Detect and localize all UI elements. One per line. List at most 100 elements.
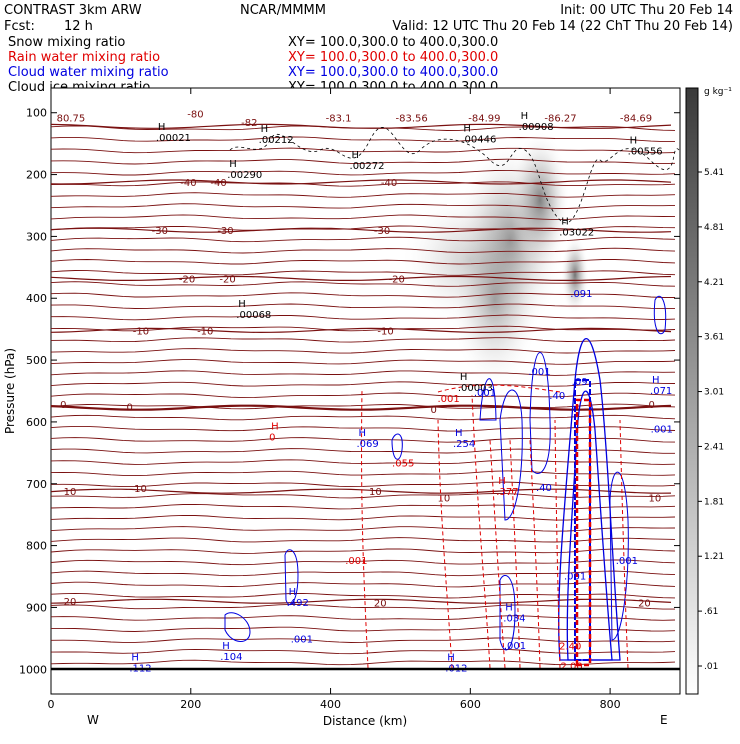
contour-label: -82: [241, 118, 257, 129]
valid-time: Valid: 12 UTC Thu 20 Feb 14 (22 ChT Thu …: [392, 19, 733, 34]
maximum-marker: H: [229, 159, 237, 170]
maximum-value: .069: [357, 439, 379, 450]
maximum-marker: H: [447, 653, 455, 664]
contour-label: -83.1: [326, 114, 352, 125]
maximum-value: .00003: [458, 383, 493, 394]
contour-value-label: 2.00: [560, 661, 582, 672]
temperature-contour: [51, 514, 676, 521]
maximum-value: .492: [287, 598, 309, 609]
temperature-contour: [51, 459, 676, 465]
maximum-value: .00272: [350, 161, 385, 172]
temperature-contour: [51, 448, 675, 454]
maximum-marker: H: [289, 587, 297, 598]
legend-name: Snow mixing ratio: [8, 35, 125, 50]
contour-label: 20: [64, 597, 77, 608]
contour-value-label: .001: [474, 388, 496, 399]
x-axis-label: Distance (km): [323, 714, 407, 728]
temperature-contour: [51, 203, 676, 209]
temperature-contour: [51, 181, 676, 187]
fcst-label: Fcst:: [4, 19, 35, 34]
y-tick-label: 300: [26, 230, 47, 243]
maximum-value: .071: [650, 386, 672, 397]
y-tick-label: 600: [26, 416, 47, 429]
temperature-contour: [51, 581, 676, 588]
temperature-contour-major: [51, 488, 672, 494]
legend-xy: XY= 100.0,300.0 to 400.0,300.0: [288, 65, 498, 80]
contour-label: -20: [179, 274, 195, 285]
legend-name: Rain water mixing ratio: [8, 50, 160, 65]
temperature-contour: [51, 437, 676, 443]
maximum-value: .00446: [461, 134, 496, 145]
colorbar-tick-label: 3.61: [704, 333, 724, 343]
maximum-value: 0: [269, 432, 275, 443]
temperature-contour: [51, 414, 676, 421]
maximum-marker: H: [271, 421, 279, 432]
contour-value-label: .001: [504, 641, 526, 652]
colorbar-ticks: 5.41 4.81 4.21 3.61 3.01 2.41 1.81 1.21 .61 .01: [698, 168, 724, 672]
y-tick-label: 200: [26, 169, 47, 182]
contour-value-label: .40: [536, 483, 552, 494]
contour-label: -20: [389, 274, 405, 285]
maximum-marker: H: [222, 641, 230, 652]
temperature-contour: [51, 659, 676, 666]
temperature-contour: [51, 370, 676, 376]
colorbar-tick-label: 2.41: [704, 442, 724, 452]
west-label: W: [87, 713, 99, 727]
contour-value-label: .001: [291, 635, 313, 646]
temperature-contour: [51, 236, 676, 243]
y-tick-label: 400: [26, 292, 47, 305]
temperature-contour: [51, 303, 676, 310]
contour-label: 10: [134, 484, 147, 495]
temperature-contour-major: [51, 404, 672, 411]
temperature-contour: [51, 381, 676, 387]
east-label: E: [660, 713, 668, 727]
temperature-contour: [51, 626, 676, 632]
contour-label: 10: [369, 487, 382, 498]
temperature-contour: [51, 592, 676, 599]
maximum-marker: H: [158, 122, 166, 133]
maximum-marker: H: [460, 372, 468, 383]
contour-label: 20: [638, 598, 651, 609]
x-tick-label: 200: [180, 698, 201, 711]
maximum-value: .034: [503, 614, 525, 625]
temperature-contour-major: [51, 327, 672, 334]
temperature-contour: [51, 648, 676, 655]
maximum-marker: H: [131, 653, 139, 664]
temperature-contour: [51, 603, 675, 610]
temperature-contour: [51, 570, 676, 577]
temperature-contour: [51, 503, 676, 510]
contour-label: 10: [64, 487, 77, 498]
colorbar-tick-label: 4.81: [704, 223, 724, 233]
temperature-contour: [51, 325, 676, 332]
cloud-water-contours: [224, 295, 667, 661]
temperature-contours: 80.75 -80 -82 -83.1 -83.56 -84.99 -86.27 -84.69…: [51, 109, 676, 666]
contour-value-label: .40: [549, 391, 565, 402]
maximum-marker: H: [455, 428, 463, 439]
contour-label: -10: [197, 326, 213, 337]
y-axis-label: Pressure (hPa): [3, 348, 17, 434]
axes: 0 200 400 600 800100200300400500600700800900…: [19, 88, 680, 711]
temperature-contour: [51, 403, 676, 410]
contour-value-label: .055: [392, 458, 414, 469]
maximum-value: .00290: [227, 170, 262, 181]
temperature-contour-major: [51, 123, 672, 129]
maximum-value: .00212: [259, 135, 294, 146]
contour-label: -10: [133, 326, 149, 337]
maximum-value: .03022: [559, 228, 594, 239]
maximum-marker: H: [463, 123, 471, 134]
maximum-value: .00556: [628, 147, 663, 158]
temperature-contour: [51, 158, 676, 165]
contour-label: -30: [374, 226, 390, 237]
maximum-value: .00068: [236, 310, 271, 321]
temperature-contour: [51, 348, 676, 354]
maximum-value: .377: [496, 487, 518, 498]
temperature-contour: [51, 225, 676, 231]
maximum-marker: H: [352, 150, 360, 161]
maximum-marker: H: [261, 124, 269, 135]
contour-value-label: .001: [437, 394, 459, 405]
temperature-contour: [51, 359, 676, 365]
colorbar-tick-label: 4.21: [704, 278, 724, 288]
contour-value-label: .091: [570, 289, 592, 300]
temperature-contour-major: [51, 179, 672, 185]
contour-label: 10: [649, 493, 662, 504]
